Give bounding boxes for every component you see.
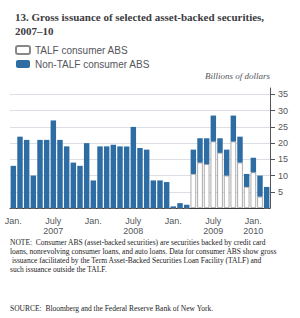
- svg-text:30: 30: [278, 106, 288, 116]
- svg-text:2007–10: 2007–10: [15, 25, 54, 37]
- svg-text:Non-TALF consumer ABS: Non-TALF consumer ABS: [35, 59, 150, 70]
- svg-text:such issuance outside the TALF: such issuance outside the TALF.: [10, 265, 107, 274]
- svg-text:10: 10: [278, 171, 288, 181]
- svg-text:2009: 2009: [203, 226, 223, 236]
- svg-text:20: 20: [278, 138, 288, 148]
- svg-text:Jan.: Jan.: [5, 216, 22, 226]
- svg-text:Jan.: Jan.: [165, 216, 182, 226]
- svg-text:TALF consumer ABS: TALF consumer ABS: [35, 45, 128, 56]
- svg-text:Billions of dollars: Billions of dollars: [205, 71, 271, 81]
- svg-text:July: July: [205, 216, 222, 226]
- svg-text:issuance facilitated by the Te: issuance facilitated by the Term Asset-B…: [10, 256, 263, 265]
- svg-text:July: July: [125, 216, 142, 226]
- svg-text:Jan.: Jan.: [85, 216, 102, 226]
- svg-text:NOTE: Consumer ABS (asset-bac: NOTE: Consumer ABS (asset-backed securit…: [10, 238, 267, 247]
- svg-text:Jan.: Jan.: [245, 216, 262, 226]
- svg-text:5: 5: [278, 187, 283, 197]
- svg-text:loans, nonrevolving consumer l: loans, nonrevolving consumer loans, and …: [10, 247, 276, 256]
- svg-text:25: 25: [278, 122, 288, 132]
- svg-text:15: 15: [278, 154, 288, 164]
- svg-text:2008: 2008: [123, 226, 143, 236]
- svg-text:SOURCE: Bloomberg and the Fed: SOURCE: Bloomberg and the Federal Reserv…: [10, 304, 213, 313]
- svg-text:13. Gross issuance of selected: 13. Gross issuance of selected asset-bac…: [15, 11, 267, 23]
- svg-text:July: July: [45, 216, 62, 226]
- svg-text:2010: 2010: [243, 226, 263, 236]
- svg-text:2007: 2007: [43, 226, 63, 236]
- svg-text:35: 35: [278, 89, 288, 99]
